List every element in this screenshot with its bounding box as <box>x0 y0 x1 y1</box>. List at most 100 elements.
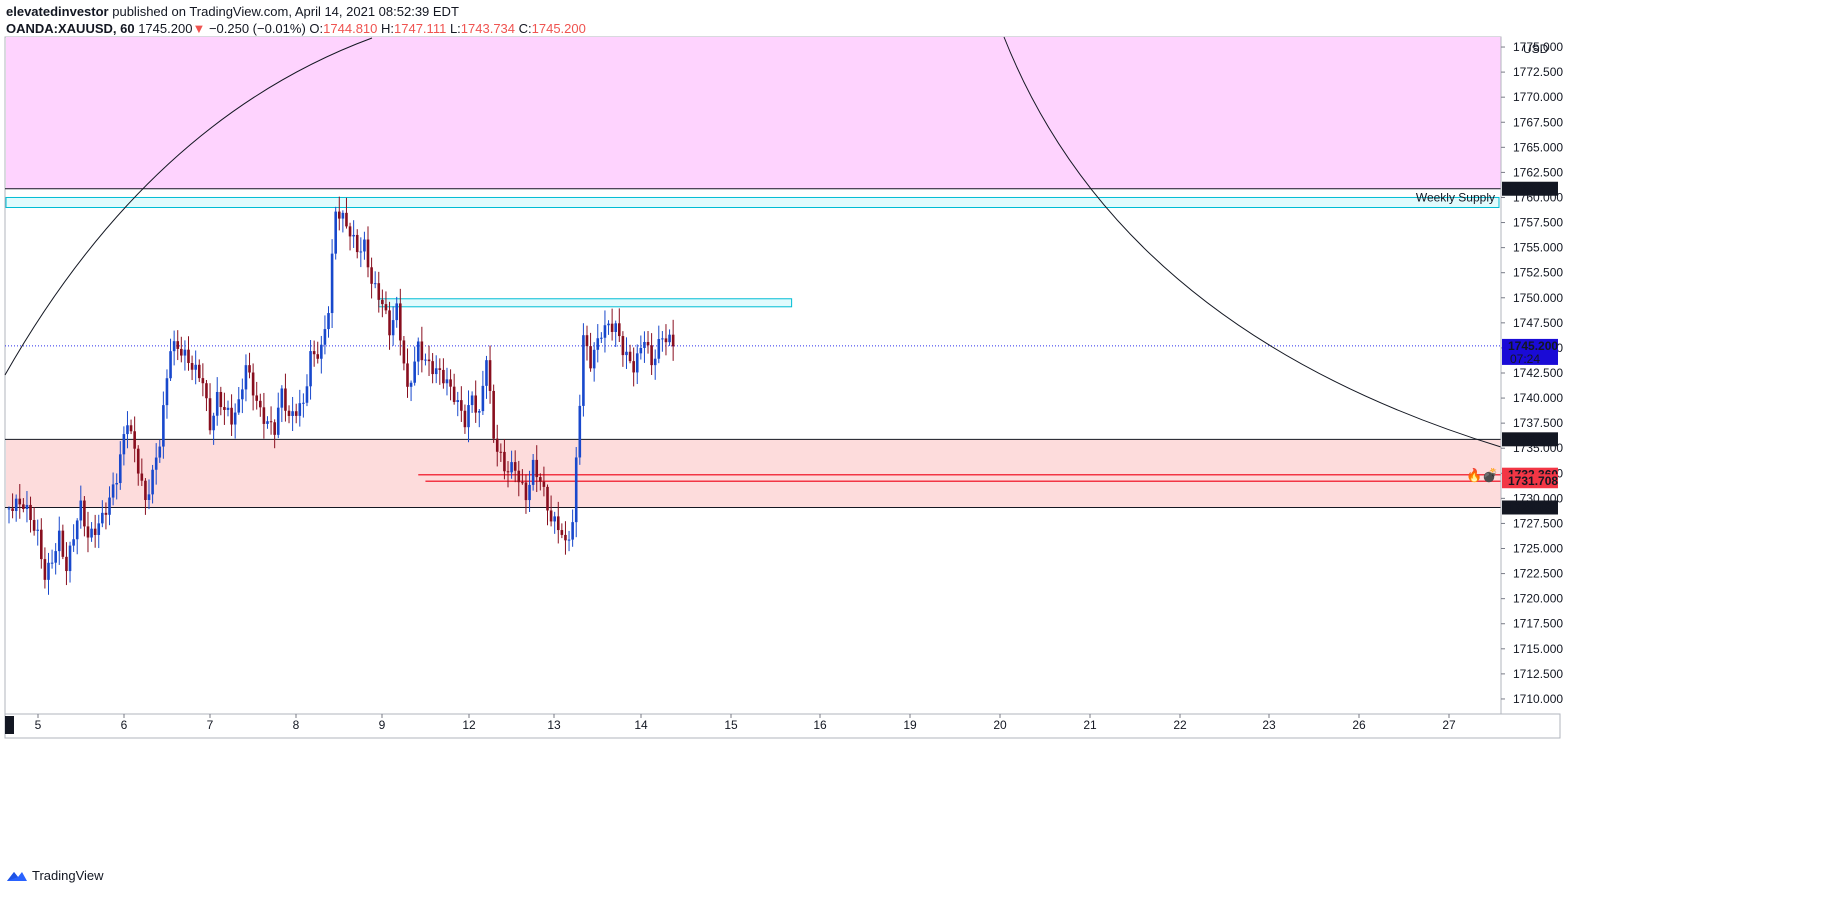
candle-body <box>363 239 366 252</box>
candle-body <box>212 415 215 431</box>
candle-body <box>287 410 291 416</box>
candle <box>330 239 334 329</box>
candle-body <box>79 500 83 521</box>
candle-body <box>172 341 176 352</box>
price-tick-label: 1720.000 <box>1513 592 1563 606</box>
time-axis[interactable]: 5 6 7 8 9 12 13 14 15 16 19 20 21 22 23 26 27 0 <box>5 714 1456 734</box>
candle <box>136 445 140 486</box>
candle-body <box>499 451 503 453</box>
candle <box>22 498 25 513</box>
candle-body <box>416 341 420 362</box>
price-tick-label: 1767.500 <box>1513 115 1563 129</box>
candle-body <box>477 411 481 413</box>
candle-body <box>7 508 11 510</box>
candle-body <box>180 348 183 356</box>
candle-body <box>427 359 431 362</box>
candle-body <box>176 341 180 349</box>
candle <box>596 324 600 363</box>
candle-body <box>578 405 582 458</box>
candle <box>280 385 284 423</box>
candle <box>582 323 585 417</box>
candle <box>133 416 136 463</box>
footer-brand[interactable]: TradingView <box>6 868 104 883</box>
candle-body <box>510 462 513 473</box>
candle <box>628 344 632 364</box>
candle-body <box>600 337 603 339</box>
candle <box>172 330 176 366</box>
candle-body <box>549 510 553 522</box>
candle-body <box>169 351 172 379</box>
candle-body <box>442 369 445 384</box>
candle-body <box>194 364 197 370</box>
price-tick-label: 1712.500 <box>1513 667 1563 681</box>
price-tick-label: 1765.000 <box>1513 140 1563 154</box>
candle-body <box>226 407 230 410</box>
candle-body <box>47 562 50 580</box>
weekly-supply-band <box>5 196 1500 209</box>
symbol-label[interactable]: OANDA:XAUUSD, 60 <box>6 21 135 36</box>
candle-body <box>621 336 625 356</box>
candle-body <box>481 385 485 412</box>
candle <box>434 355 438 384</box>
candle-body <box>546 486 549 511</box>
published-text: published on TradingView.com, April 14, … <box>112 4 459 19</box>
candle-body <box>266 421 269 424</box>
candle <box>11 493 14 519</box>
candle-body <box>513 462 517 471</box>
candle <box>528 470 531 513</box>
price-tick-label: 1722.500 <box>1513 567 1563 581</box>
candle-body <box>72 539 75 546</box>
candle-body <box>359 251 363 253</box>
candle <box>86 511 90 553</box>
price-axis[interactable]: 1710.000 1712.500 1715.000 1717.500 1720.000… <box>1500 37 1563 714</box>
candle <box>632 347 635 387</box>
candle-body <box>592 349 596 369</box>
candle-body <box>589 346 592 369</box>
price-badge <box>1502 500 1558 515</box>
price-badge <box>1502 338 1558 365</box>
candle <box>244 354 248 402</box>
candle <box>72 524 75 552</box>
price-badge-label: 1729.090 <box>1508 500 1558 514</box>
candle-body <box>302 402 305 404</box>
candle-body <box>312 351 316 355</box>
candle-body <box>215 391 219 416</box>
candle-body <box>470 395 474 406</box>
supply-zone <box>6 37 1501 189</box>
candle-body <box>334 211 337 254</box>
candle <box>467 390 470 443</box>
price-badge-label: 1745.200 <box>1508 339 1558 353</box>
candle <box>639 335 643 360</box>
candle-body <box>144 480 147 500</box>
publisher-name[interactable]: elevatedinvestor <box>6 4 109 19</box>
candle <box>574 447 578 538</box>
candle-body <box>126 425 129 435</box>
candle-body <box>219 391 223 408</box>
candle <box>668 329 671 346</box>
candle <box>101 500 104 528</box>
candle-body <box>643 341 646 348</box>
candle-body <box>280 388 284 408</box>
candle-body <box>503 451 506 472</box>
candle <box>481 370 485 415</box>
candle <box>29 496 32 533</box>
candle <box>539 473 542 491</box>
candle-body <box>664 338 668 343</box>
candle-body <box>420 341 424 361</box>
candle <box>402 336 406 371</box>
time-tick-label: 21 <box>1083 718 1097 732</box>
high-label: H: <box>381 21 395 36</box>
candle-body <box>531 459 535 485</box>
candle <box>316 341 320 364</box>
candle <box>388 301 391 350</box>
candle-body <box>269 421 273 423</box>
candle <box>456 391 460 417</box>
candle-body <box>485 360 488 386</box>
high-value: 1747.111 <box>394 21 447 36</box>
candle-body <box>65 556 68 572</box>
candle <box>97 514 101 549</box>
candle <box>273 419 276 449</box>
candle <box>409 380 413 402</box>
price-badge-label: 1760.871 <box>1508 182 1558 196</box>
